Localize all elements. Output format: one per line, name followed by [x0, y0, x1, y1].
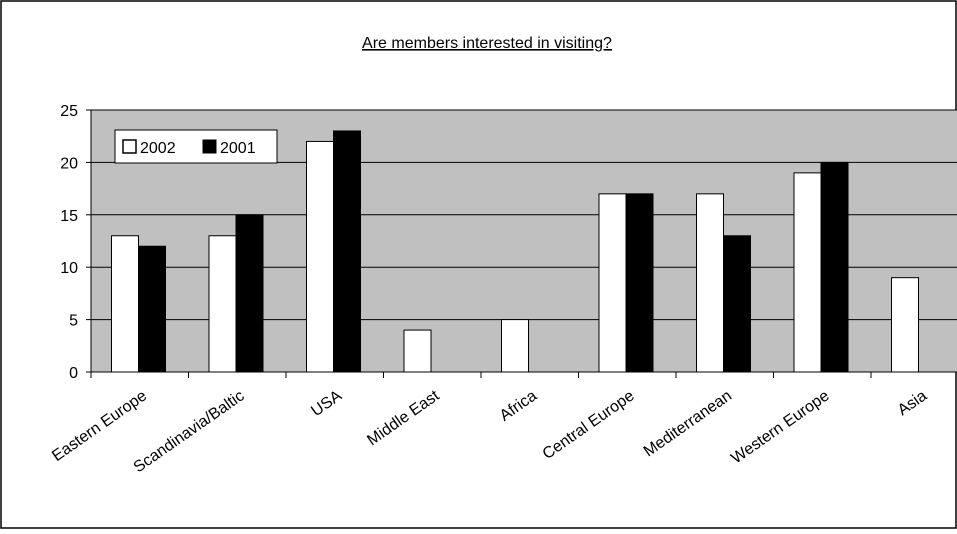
legend-swatch-2001: [202, 139, 217, 154]
chart-title: Are members interested in visiting?: [362, 35, 612, 52]
bar-2001-eastern-europe: [138, 245, 166, 373]
y-tick-label: 25: [60, 103, 78, 120]
legend-box: [114, 129, 278, 164]
bar-2001-mediterranean: [723, 235, 751, 373]
bar-2002-middle-east: [403, 329, 432, 373]
bar-2002-central-europe: [598, 193, 627, 373]
y-tick-label: 0: [69, 365, 78, 382]
legend-label-2001: 2001: [220, 140, 256, 157]
y-tick-label: 15: [60, 208, 78, 225]
bar-2002-mediterranean: [696, 193, 724, 373]
bar-2002-usa: [306, 140, 334, 373]
bar-2001-scandinavia-baltic: [235, 214, 264, 373]
legend: 2002 2001: [114, 129, 278, 164]
bar-2001-central-europe: [625, 193, 654, 373]
bars: [111, 130, 919, 373]
bar-2002-western-europe: [793, 172, 822, 373]
bar-2002-asia: [891, 277, 919, 373]
bar-2001-usa: [333, 130, 361, 373]
bar-2002-eastern-europe: [111, 235, 139, 373]
bar-2001-western-europe: [820, 161, 849, 373]
bar-2002-scandinavia-baltic: [208, 235, 237, 373]
legend-label-2002: 2002: [140, 140, 176, 157]
y-tick-label: 10: [60, 260, 78, 277]
legend-swatch-2002: [122, 139, 137, 154]
y-tick-label: 20: [60, 155, 78, 172]
bar-2002-africa: [501, 319, 529, 373]
y-tick-label: 5: [69, 313, 78, 330]
